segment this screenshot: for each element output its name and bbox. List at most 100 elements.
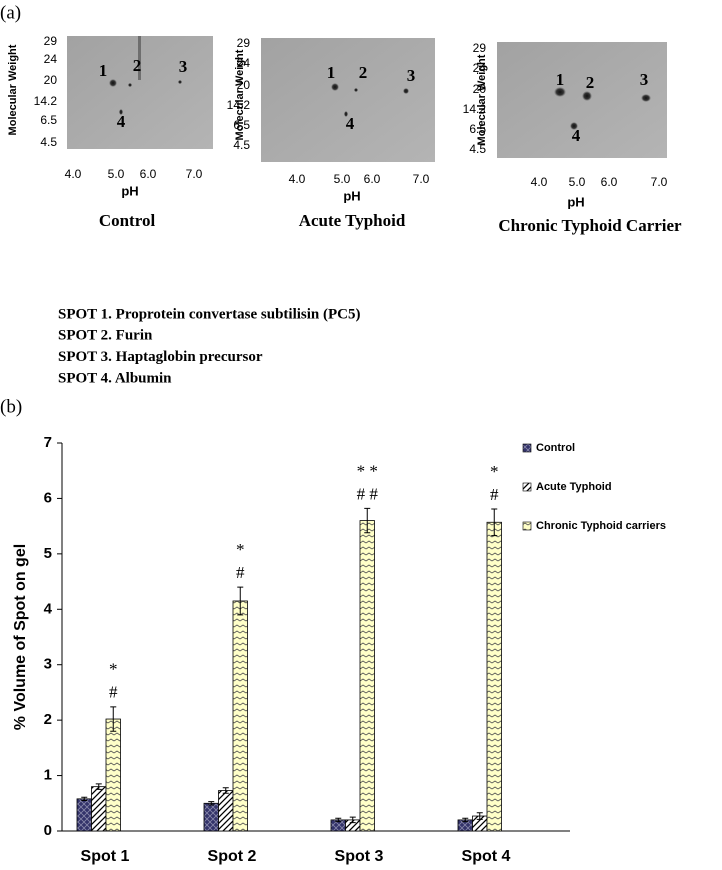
spot-label: 4 (572, 126, 581, 145)
bar (105, 718, 121, 832)
significance-hash: # (236, 563, 245, 582)
error-bar (208, 801, 215, 806)
gel-spot (582, 91, 592, 101)
significance-hash: # (490, 485, 499, 504)
bar (486, 521, 502, 832)
y-tick-label: 4.5 (469, 142, 486, 156)
legend-swatch (522, 521, 532, 531)
x-axis-label: pH (567, 194, 584, 209)
spot-label: 2 (359, 63, 368, 82)
spot-label: 3 (407, 66, 416, 85)
x-tick-label: Spot 4 (462, 848, 511, 865)
y-tick-label: 24 (473, 61, 487, 75)
y-tick-label: 3 (44, 656, 52, 673)
significance-hash: # (109, 683, 118, 702)
spot-key: SPOT 3. Haptaglobin precursor (58, 349, 263, 365)
y-axis-label: Molecular Weight (7, 44, 19, 135)
x-tick-label: Spot 1 (81, 848, 130, 865)
significance-hash: # # (357, 484, 379, 503)
y-tick-label: 0 (44, 822, 52, 839)
y-tick-label: 6.5 (233, 118, 250, 132)
spot-label: 1 (327, 63, 336, 82)
x-tick-label: 4.0 (289, 172, 306, 186)
y-axis-label: Molecular Weight (476, 54, 488, 145)
spot-label: 3 (179, 57, 188, 76)
gel-spot (331, 83, 339, 91)
gel-spot (554, 87, 566, 97)
gel-caption: Chronic Typhoid Carrier (498, 216, 682, 235)
y-tick-label: 4.5 (40, 135, 57, 149)
y-tick-label: 29 (44, 34, 58, 48)
y-tick-label: 14.2 (227, 98, 251, 112)
error-bar (237, 586, 244, 616)
y-tick-label: 2 (44, 711, 52, 728)
gel-caption: Control (99, 211, 156, 230)
spot-key: SPOT 4. Albumin (58, 370, 172, 386)
gel-spot (354, 88, 358, 92)
legend-label: Acute Typhoid (536, 481, 612, 493)
error-bar (364, 507, 371, 534)
x-tick-label: 6.0 (140, 167, 157, 181)
gel-spot (570, 122, 578, 130)
spot-label: 1 (556, 70, 565, 89)
gel-spot (128, 83, 132, 87)
bar (232, 600, 248, 832)
bar (218, 790, 234, 832)
bar (91, 786, 107, 832)
y-tick-label: 4 (44, 600, 53, 617)
error-bar (95, 783, 102, 790)
x-tick-label: Spot 3 (335, 848, 384, 865)
error-bar (491, 508, 498, 537)
spot-label: 4 (346, 114, 355, 133)
x-tick-label: 4.0 (65, 167, 82, 181)
gel-spot (344, 111, 348, 117)
gel-image (261, 38, 435, 162)
spot-key: SPOT 1. Proprotein convertase subtilisin… (58, 306, 361, 322)
spot-key: SPOT 2. Furin (58, 328, 153, 344)
gel-caption: Acute Typhoid (299, 211, 406, 230)
y-tick-label: 6.5 (40, 113, 57, 127)
gel-spot (109, 79, 117, 87)
x-tick-label: 5.0 (108, 167, 125, 181)
significance-star: * (236, 540, 245, 559)
y-tick-label: 20 (237, 78, 251, 92)
x-tick-label: 6.0 (364, 172, 381, 186)
error-bar (222, 787, 229, 794)
gel-image (497, 42, 667, 158)
y-tick-label: 1 (44, 767, 52, 784)
error-bar (462, 817, 469, 823)
error-bar (81, 796, 88, 802)
x-tick-label: 5.0 (334, 172, 351, 186)
y-tick-label: 6.5 (469, 122, 486, 136)
significance-star: * (109, 660, 118, 679)
legend-swatch (522, 443, 532, 453)
y-tick-label: 5 (44, 545, 52, 562)
bar (203, 802, 219, 832)
x-tick-label: 5.0 (569, 175, 586, 189)
y-axis-label: Molecular Weight (234, 49, 246, 140)
legend-label: Chronic Typhoid carriers (536, 520, 666, 532)
x-tick-label: 4.0 (531, 175, 548, 189)
panel-label: (b) (0, 396, 22, 417)
bar (359, 520, 375, 832)
x-tick-label: 7.0 (651, 175, 668, 189)
spot-label: 1 (99, 61, 108, 80)
gel-spot (641, 94, 651, 102)
error-bar (110, 706, 117, 732)
error-bar (476, 812, 483, 820)
y-tick-label: 14.2 (463, 102, 487, 116)
y-tick-label: 29 (473, 41, 487, 55)
y-axis-label: % Volume of Spot on gel (12, 544, 29, 730)
y-tick-label: 29 (237, 36, 251, 50)
legend-label: Control (536, 442, 575, 454)
spot-label: 4 (117, 112, 126, 131)
y-tick-label: 7 (44, 434, 52, 451)
y-tick-label: 20 (44, 73, 58, 87)
y-tick-label: 20 (473, 82, 487, 96)
spot-label: 3 (640, 70, 649, 89)
x-axis-label: pH (121, 183, 138, 198)
x-axis-label: pH (343, 188, 360, 203)
y-tick-label: 4.5 (233, 138, 250, 152)
gel-spot (178, 80, 182, 84)
x-tick-label: 7.0 (413, 172, 430, 186)
